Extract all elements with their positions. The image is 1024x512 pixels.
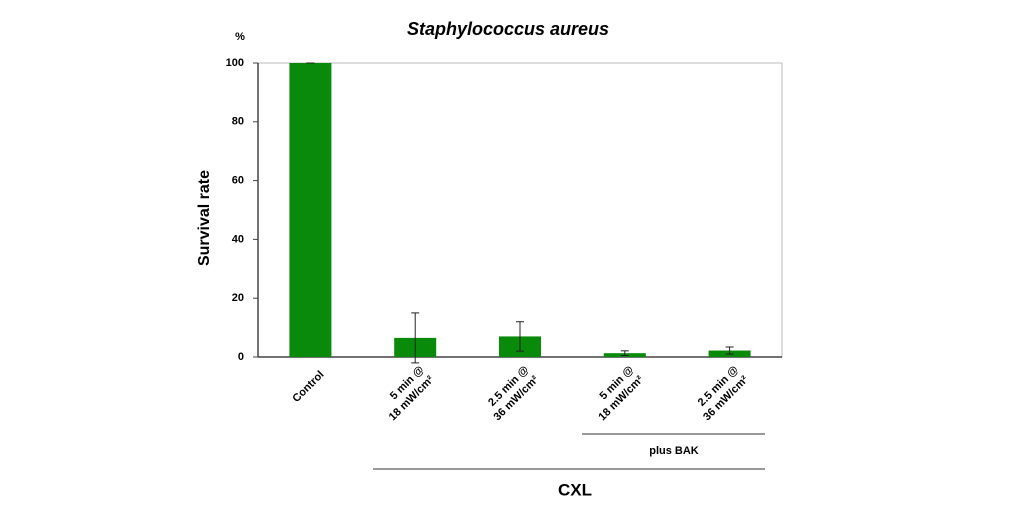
group-label: plus BAK xyxy=(649,445,699,457)
x-tick-label-line: Control xyxy=(290,369,326,405)
error-bar xyxy=(516,321,524,352)
y-tick-label: 0 xyxy=(238,351,244,363)
x-tick-label: 5 min @18 mW/cm² xyxy=(387,364,437,424)
y-tick-label: 100 xyxy=(226,57,244,69)
y-tick-label: 20 xyxy=(232,292,244,304)
group-label: CXL xyxy=(558,480,592,499)
bar xyxy=(289,63,332,357)
error-bar xyxy=(725,346,734,355)
error-bar xyxy=(411,312,420,364)
error-bar xyxy=(620,350,629,357)
y-axis-label: Survival rate xyxy=(196,170,213,266)
y-unit: % xyxy=(235,31,245,43)
chart-title: Staphylococcus aureus xyxy=(407,19,609,39)
y-tick-label: 40 xyxy=(232,233,244,245)
x-tick-label: 5 min @18 mW/cm² xyxy=(596,364,646,424)
x-tick-label: Control xyxy=(290,369,326,405)
y-tick-label: 80 xyxy=(232,116,244,128)
y-tick-label: 60 xyxy=(232,175,244,187)
x-tick-label: 2.5 min @36 mW/cm² xyxy=(696,364,751,424)
x-tick-label: 2.5 min @36 mW/cm² xyxy=(486,364,541,424)
plot-frame xyxy=(257,62,783,358)
